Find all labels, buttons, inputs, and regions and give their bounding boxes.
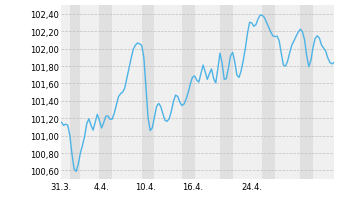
Bar <box>300 6 313 179</box>
Bar <box>100 6 112 179</box>
Bar <box>182 6 195 179</box>
Bar <box>142 6 154 179</box>
Bar <box>262 6 275 179</box>
Bar <box>220 6 233 179</box>
Bar <box>70 6 80 179</box>
